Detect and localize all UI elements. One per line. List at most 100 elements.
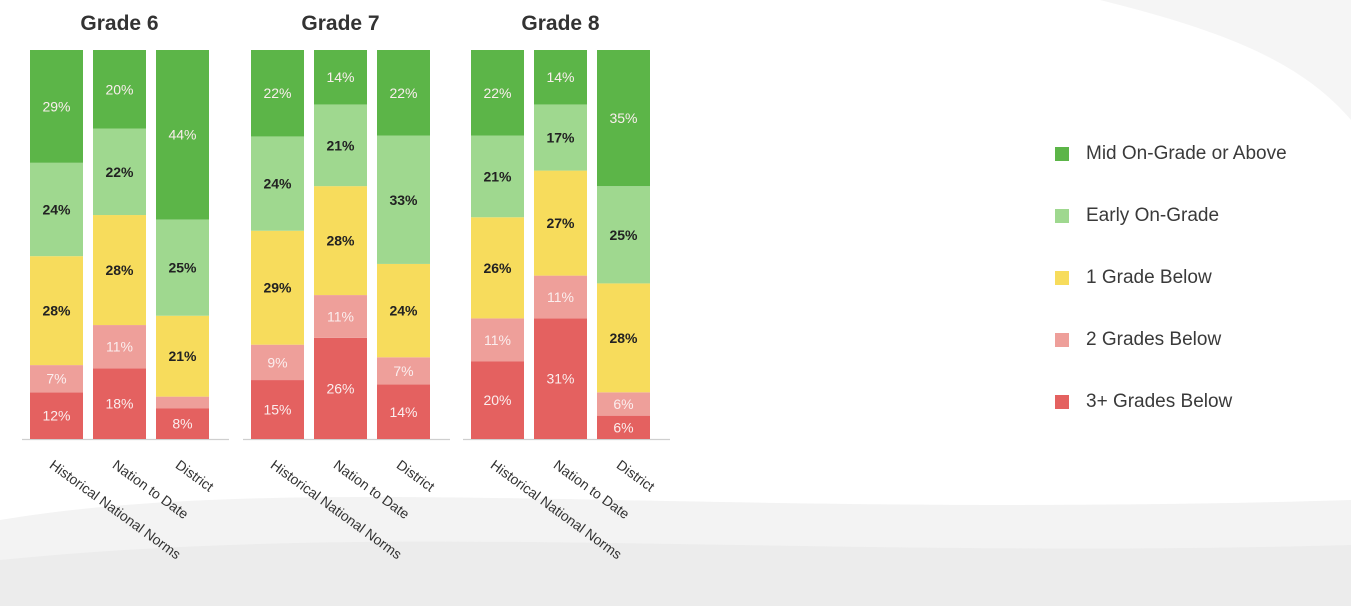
data-label: 11% — [547, 289, 574, 305]
legend-swatch — [1055, 333, 1069, 347]
data-label: 24% — [389, 303, 418, 319]
bar-segment — [30, 162, 83, 257]
data-label: 27% — [546, 215, 575, 231]
legend-item: 2 Grades Below — [1055, 309, 1287, 371]
bar-segment — [471, 361, 524, 439]
data-label: 28% — [609, 330, 638, 346]
bar-segment — [251, 136, 304, 231]
x-tick-label: District — [614, 456, 658, 494]
bar-segment — [251, 50, 304, 137]
data-label: 24% — [263, 176, 292, 192]
data-label: 44% — [168, 127, 196, 143]
bar-segment — [534, 275, 587, 319]
legend-item: Early On-Grade — [1055, 185, 1287, 247]
bar-segment — [314, 186, 367, 296]
legend-label: Early On-Grade — [1086, 205, 1220, 226]
bar-segment — [377, 384, 430, 439]
legend-item: 1 Grade Below — [1055, 247, 1287, 309]
bar-segment — [597, 283, 650, 393]
data-label: 17% — [546, 130, 575, 146]
bar-segment — [377, 50, 430, 136]
legend-swatch — [1055, 209, 1069, 223]
bar-segment — [93, 368, 146, 439]
bar-segment — [471, 50, 524, 136]
legend-label: 3+ Grades Below — [1086, 391, 1233, 412]
data-label: 12% — [42, 408, 70, 424]
data-label: 22% — [105, 164, 134, 180]
data-label: 14% — [546, 69, 574, 85]
data-label: 8% — [172, 416, 192, 432]
bar-segment — [251, 380, 304, 439]
bar-segment — [93, 325, 146, 369]
legend-item: 3+ Grades Below — [1055, 371, 1287, 433]
data-label: 14% — [326, 69, 354, 85]
bar-segment — [314, 295, 367, 338]
bar-segment — [377, 357, 430, 385]
data-label: 29% — [42, 98, 70, 114]
data-label: 21% — [326, 137, 355, 153]
bar-segment — [534, 318, 587, 439]
legend-swatch — [1055, 271, 1069, 285]
bar-segment — [93, 215, 146, 326]
data-label: 18% — [105, 396, 133, 412]
bar-segment — [251, 344, 304, 381]
bar-segment — [471, 217, 524, 319]
bar-segment — [471, 135, 524, 218]
data-label: 22% — [483, 85, 511, 101]
data-label: 21% — [168, 348, 197, 364]
data-label: 28% — [42, 303, 71, 319]
x-tick-label: District — [394, 456, 438, 494]
legend-item: Mid On-Grade or Above — [1055, 123, 1287, 185]
bar-segment — [93, 128, 146, 216]
data-label: 6% — [613, 396, 633, 412]
chart-legend: Mid On-Grade or Above Early On-Grade 1 Gra… — [1055, 123, 1287, 433]
data-label: 26% — [483, 260, 512, 276]
data-label: 31% — [546, 371, 574, 387]
data-label: 21% — [483, 168, 512, 184]
bar-segment — [534, 104, 587, 171]
bar-segment — [597, 415, 650, 439]
data-label: 14% — [389, 404, 417, 420]
group-title: Grade 6 — [80, 12, 158, 35]
group-title: Grade 8 — [521, 12, 600, 35]
bar-segment — [314, 337, 367, 439]
data-label: 33% — [389, 192, 418, 208]
data-label: 11% — [106, 339, 133, 355]
bar-segment — [314, 50, 367, 105]
data-label: 6% — [613, 419, 633, 435]
bar-segment — [156, 315, 209, 397]
legend-label: Mid On-Grade or Above — [1086, 143, 1287, 164]
bar-segment — [251, 230, 304, 345]
bar-segment — [377, 135, 430, 264]
bar-segment — [377, 263, 430, 358]
data-label: 15% — [263, 402, 291, 418]
data-label: 25% — [168, 260, 197, 276]
bar-segment — [156, 396, 209, 409]
bar-segment — [30, 50, 83, 163]
bar-segment — [534, 50, 587, 105]
data-label: 22% — [389, 85, 417, 101]
legend-label: 1 Grade Below — [1086, 267, 1212, 288]
data-label: 26% — [326, 380, 354, 396]
data-label: 28% — [326, 233, 355, 249]
data-label: 20% — [105, 81, 133, 97]
data-label: 7% — [46, 371, 66, 387]
bar-segment — [597, 186, 650, 284]
bar-segment — [30, 365, 83, 393]
bar-segment — [471, 318, 524, 362]
bar-segment — [534, 170, 587, 276]
legend-swatch — [1055, 147, 1069, 161]
data-label: 22% — [263, 85, 291, 101]
data-label: 29% — [263, 280, 292, 296]
data-label: 7% — [393, 363, 413, 379]
bar-segment — [93, 50, 146, 129]
bar-segment — [30, 392, 83, 439]
bar-segment — [156, 50, 209, 220]
legend-label: 2 Grades Below — [1086, 329, 1222, 350]
data-label: 25% — [609, 227, 638, 243]
data-label: 9% — [267, 354, 287, 370]
bar-segment — [30, 256, 83, 366]
data-label: 28% — [105, 262, 134, 278]
